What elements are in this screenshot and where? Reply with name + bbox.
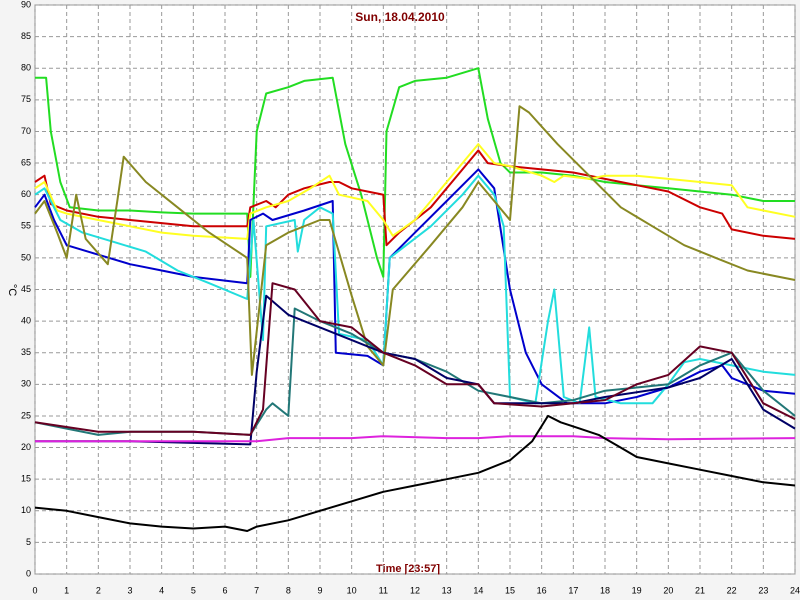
x-tick-label: 16 [537, 585, 547, 595]
x-tick-label: 8 [286, 585, 291, 595]
x-tick-label: 4 [159, 585, 164, 595]
series-line [35, 435, 796, 443]
y-tick-label: 75 [21, 94, 31, 104]
y-tick-label: 70 [21, 126, 31, 136]
series-line [34, 282, 796, 436]
series-line [34, 143, 796, 240]
x-tick-label: 22 [727, 585, 737, 595]
x-tick-label: 3 [127, 585, 132, 595]
y-tick-label: 30 [21, 379, 31, 389]
y-tick-label: 5 [26, 537, 31, 547]
x-tick-label: 1 [64, 585, 69, 595]
series-line [35, 67, 795, 278]
series-line [34, 174, 796, 405]
series-line [34, 149, 796, 247]
y-tick-label: 15 [21, 474, 31, 484]
y-tick-label: 65 [21, 157, 31, 167]
x-tick-label: 15 [505, 585, 515, 595]
x-tick-label: 2 [96, 585, 101, 595]
x-tick-label: 20 [663, 585, 673, 595]
y-tick-label: 10 [21, 505, 31, 515]
series-line [34, 105, 796, 376]
x-tick-label: 10 [347, 585, 357, 595]
series-line [35, 294, 796, 446]
x-tick-label: 18 [600, 585, 610, 595]
y-tick-label: 85 [21, 31, 31, 41]
x-tick-label: 17 [568, 585, 578, 595]
x-tick-label: 14 [473, 585, 483, 595]
x-tick-label: 19 [632, 585, 642, 595]
y-axis-label: °C [6, 284, 18, 296]
y-tick-label: 35 [21, 347, 31, 357]
y-tick-label: 60 [21, 189, 31, 199]
x-tick-label: 11 [379, 585, 388, 595]
x-tick-label: 12 [410, 585, 420, 595]
x-tick-label: 0 [32, 585, 37, 595]
x-tick-label: 21 [695, 585, 705, 595]
y-tick-label: 90 [21, 0, 31, 9]
y-tick-label: 0 [26, 568, 31, 578]
y-tick-label: 40 [21, 315, 31, 325]
x-tick-label: 13 [442, 585, 452, 595]
y-tick-label: 55 [21, 221, 31, 231]
y-tick-label: 20 [21, 442, 31, 452]
y-tick-label: 50 [21, 252, 31, 262]
x-axis-label: Time [23:57] [376, 563, 440, 575]
x-tick-label: 7 [254, 585, 259, 595]
x-tick-label: 6 [222, 585, 227, 595]
y-tick-label: 80 [21, 63, 31, 73]
chart-title: Sun, 18.04.2010 [355, 10, 445, 24]
x-tick-label: 5 [191, 585, 196, 595]
y-tick-label: 25 [21, 410, 31, 420]
x-tick-label: 9 [317, 585, 322, 595]
series-line [34, 414, 796, 532]
y-tick-label: 45 [21, 284, 31, 294]
x-tick-label: 24 [790, 585, 800, 595]
x-tick-label: 23 [758, 585, 768, 595]
